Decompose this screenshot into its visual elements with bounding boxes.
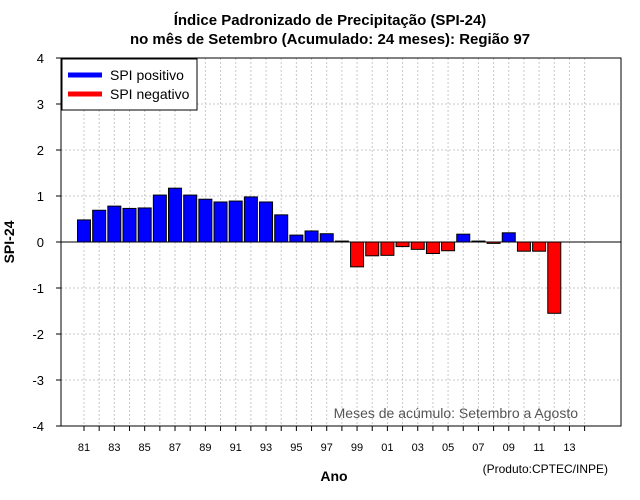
y-tick-label: 2 — [37, 143, 44, 158]
legend: SPI positivo SPI negativo — [61, 58, 198, 111]
x-tick-label: 95 — [290, 442, 302, 454]
y-tick-label: 1 — [37, 189, 44, 204]
bar-1985 — [137, 207, 152, 243]
x-tick-label: 91 — [230, 442, 242, 454]
y-tick-label: -4 — [32, 419, 44, 434]
bar-1995 — [289, 234, 304, 243]
bar-2002 — [395, 241, 410, 248]
x-axis-label: Ano — [320, 468, 347, 484]
y-axis: -4 -3 -2 -1 0 1 2 3 4 — [32, 51, 61, 434]
x-tick-label: 87 — [169, 442, 181, 454]
y-tick-label: -1 — [32, 281, 44, 296]
bar-1986 — [152, 194, 167, 243]
x-tick-label: 13 — [563, 442, 575, 454]
y-tick-label: 3 — [37, 97, 44, 112]
bar-1984 — [122, 207, 137, 243]
legend-box — [61, 58, 198, 111]
x-tick-label: 83 — [108, 442, 120, 454]
y-tick-label: 4 — [37, 51, 44, 66]
bar-2001 — [380, 241, 395, 256]
chart-subtitle: no mês de Setembro (Acumulado: 24 meses)… — [130, 31, 530, 48]
bar-2011 — [532, 241, 547, 252]
bar-2010 — [516, 241, 531, 252]
x-tick-label: 03 — [412, 442, 424, 454]
bars-group — [77, 187, 562, 314]
bar-1999 — [350, 241, 365, 268]
bar-1990 — [213, 201, 228, 243]
legend-negative-label: SPI negativo — [110, 86, 190, 102]
bar-1982 — [92, 209, 107, 243]
x-tick-label: 89 — [199, 442, 211, 454]
bar-1996 — [304, 230, 319, 243]
accumulation-note: Meses de acúmulo: Setembro a Agosto — [334, 405, 579, 421]
bar-2006 — [456, 233, 471, 243]
x-tick-label: 93 — [260, 442, 272, 454]
bar-1991 — [228, 200, 243, 243]
x-tick-label: 97 — [321, 442, 333, 454]
x-tick-label: 07 — [472, 442, 484, 454]
bar-2005 — [441, 241, 456, 252]
x-tick-label: 09 — [503, 442, 515, 454]
x-tick-label: 05 — [442, 442, 454, 454]
x-axis: 81 83 85 87 89 91 93 95 97 99 01 03 05 07 09 11 13 — [78, 426, 586, 454]
bar-2004 — [425, 241, 440, 254]
bar-2003 — [410, 241, 425, 250]
y-tick-label: 0 — [37, 235, 44, 250]
legend-positive-label: SPI positivo — [110, 67, 184, 83]
y-axis-label: SPI-24 — [1, 220, 17, 263]
x-tick-label: 85 — [139, 442, 151, 454]
bar-1988 — [183, 194, 198, 243]
chart-title: Índice Padronizado de Precipitação (SPI-… — [174, 12, 487, 29]
bar-1987 — [168, 187, 183, 243]
y-tick-label: -3 — [32, 373, 44, 388]
y-tick-label: -2 — [32, 327, 44, 342]
bar-1994 — [274, 214, 289, 243]
bar-1997 — [319, 233, 334, 243]
product-credit: (Produto:CPTEC/INPE) — [483, 462, 608, 476]
bar-1981 — [77, 219, 91, 243]
x-tick-label: 81 — [78, 442, 90, 454]
bar-2012 — [547, 241, 562, 314]
x-tick-label: 01 — [381, 442, 393, 454]
bar-2000 — [365, 241, 380, 257]
bar-1992 — [243, 196, 258, 243]
bar-2009 — [501, 232, 516, 243]
x-tick-label: 11 — [533, 442, 544, 454]
x-tick-label: 99 — [351, 442, 363, 454]
bar-1989 — [198, 198, 213, 243]
bar-1993 — [259, 201, 274, 243]
bar-1983 — [107, 205, 122, 243]
